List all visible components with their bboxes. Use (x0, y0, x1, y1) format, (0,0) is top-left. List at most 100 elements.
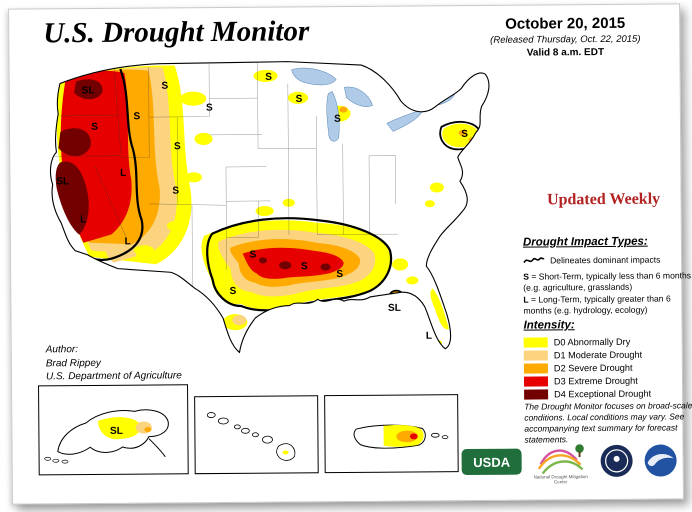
author-name: Brad Rippey (45, 357, 101, 369)
intensity-label: D2 Severe Drought (553, 362, 633, 373)
impact-types-heading: Drought Impact Types: (522, 235, 648, 249)
intensity-row: D4 Exceptional Drought (524, 387, 651, 401)
alaska-inset: SL (38, 384, 189, 476)
intensity-swatch-d3 (523, 375, 549, 387)
impact-outline-south (206, 217, 393, 312)
intensity-label: D4 Exceptional Drought (554, 388, 652, 399)
hawaii-inset (194, 395, 319, 475)
hawaii-island (240, 427, 250, 434)
map-impact-label: SL (82, 85, 95, 96)
drought-d0-south-florida (432, 339, 443, 346)
map-impact-label: L (426, 331, 432, 342)
drought-d0-minnesota (253, 69, 278, 82)
drought-d0-wyoming (194, 132, 213, 145)
intensity-swatch-d1 (523, 349, 548, 361)
drought-d0-georgia-coast (406, 276, 419, 285)
drought-d0-kansas (255, 205, 274, 217)
drought-d4-mississippi (320, 263, 331, 271)
drought-d2-michigan (339, 106, 348, 113)
drought-d0-newengland (442, 123, 478, 148)
drought-d0-wisconsin (287, 91, 309, 104)
alaska-panhandle (148, 438, 166, 458)
released-date: (Released Thursday, Oct. 22, 2015) (490, 33, 641, 46)
map-impact-label: SL (388, 303, 401, 314)
alaska-map: SL (44, 409, 169, 464)
page-title: U.S. Drought Monitor (43, 15, 310, 50)
map-impact-label: S (334, 114, 341, 125)
usda-logo-text: USDA (473, 455, 511, 470)
drought-d0-hawaii (282, 450, 289, 455)
drought-d4-texas (258, 257, 268, 264)
map-impact-label: L (120, 168, 126, 179)
vieques-island (430, 432, 440, 438)
drought-d1-southtexas (232, 315, 247, 326)
usda-logo-bg (461, 448, 522, 476)
author-label: Author: (45, 344, 79, 356)
us-border (49, 61, 490, 354)
lake-superior (291, 67, 337, 86)
intensity-label: D3 Extreme Drought (553, 375, 638, 386)
hawaii-island (262, 435, 273, 444)
intensity-swatch-d4 (524, 388, 549, 400)
intensity-row: D3 Extreme Drought (523, 374, 651, 388)
drought-d0-carolinas (424, 200, 435, 208)
drought-d0-florida-east (430, 288, 450, 330)
aleutian-island (52, 458, 60, 463)
culebra-island (441, 435, 449, 439)
impact-outline-west (76, 68, 144, 262)
map-impact-label: L (80, 215, 86, 226)
noaa-logo-icon (644, 444, 677, 477)
intensity-heading: Intensity: (523, 319, 575, 332)
short-term-text: = Short-Term, typically less than 6 mont… (523, 270, 692, 293)
map-impact-label: S (161, 81, 168, 92)
delineates-label: Delineates dominant impacts (550, 254, 661, 266)
lake-michigan (326, 91, 340, 142)
updated-weekly-note: Updated Weekly (546, 190, 661, 209)
drought-d0-virginia (429, 182, 444, 193)
hawaii-island (252, 432, 259, 438)
hawaii-island (233, 424, 241, 430)
drought-d3-south (242, 247, 344, 279)
long-term-symbol: L (523, 294, 529, 305)
intensity-swatch-d0 (523, 336, 548, 348)
long-term-text: = Long-Term, typically greater than 6 mo… (523, 293, 671, 316)
drought-d0-colorado (185, 172, 202, 183)
intensity-legend: D0 Abnormally Dry D1 Moderate Drought D2 S… (523, 335, 652, 401)
ndmc-logo-stack: National Drought Mitigation Center (530, 437, 590, 485)
map-impact-label: S (336, 269, 343, 280)
map-impact-label: S (461, 129, 468, 140)
hawaii-island (206, 412, 216, 418)
drought-monitor-page: U.S. Drought Monitor October 20, 2015 (R… (8, 3, 692, 505)
delineates-row: Delineates dominant impacts (523, 255, 660, 266)
aleutian-island (44, 456, 52, 461)
usda-logo: USDA (461, 448, 522, 476)
drought-d4-oregon (58, 128, 91, 157)
long-term-definition: L = Long-Term, typically greater than 6 … (523, 293, 692, 316)
drought-d2-newengland (458, 129, 467, 136)
lake-huron (343, 86, 373, 107)
intensity-swatch-d2 (523, 362, 548, 374)
drought-d0-montana (180, 91, 207, 106)
hawaii-island (217, 417, 229, 425)
drought-d4-washington (74, 79, 103, 100)
map-impact-label: S (206, 103, 213, 114)
map-impact-label: S (172, 186, 179, 197)
map-impact-label: S (174, 141, 181, 152)
short-term-definition: S = Short-Term, typically less than 6 mo… (523, 270, 692, 293)
puerto-rico-map (353, 424, 449, 449)
commerce-seal-icon (600, 444, 633, 477)
drought-d3-puertorico (409, 433, 418, 440)
map-impact-label: S (133, 111, 140, 122)
intensity-row: D1 Moderate Drought (523, 348, 651, 362)
map-impact-label: L (125, 236, 131, 247)
ndmc-logo (537, 444, 584, 475)
hawaii-map (206, 412, 296, 461)
puerto-rico-inset (324, 394, 459, 474)
map-impact-label: S (301, 261, 308, 272)
alaska-impact-label: SL (110, 426, 123, 437)
map-impact-label: S (91, 122, 98, 133)
intensity-row: D2 Severe Drought (523, 361, 651, 375)
intensity-label: D0 Abnormally Dry (553, 336, 631, 347)
